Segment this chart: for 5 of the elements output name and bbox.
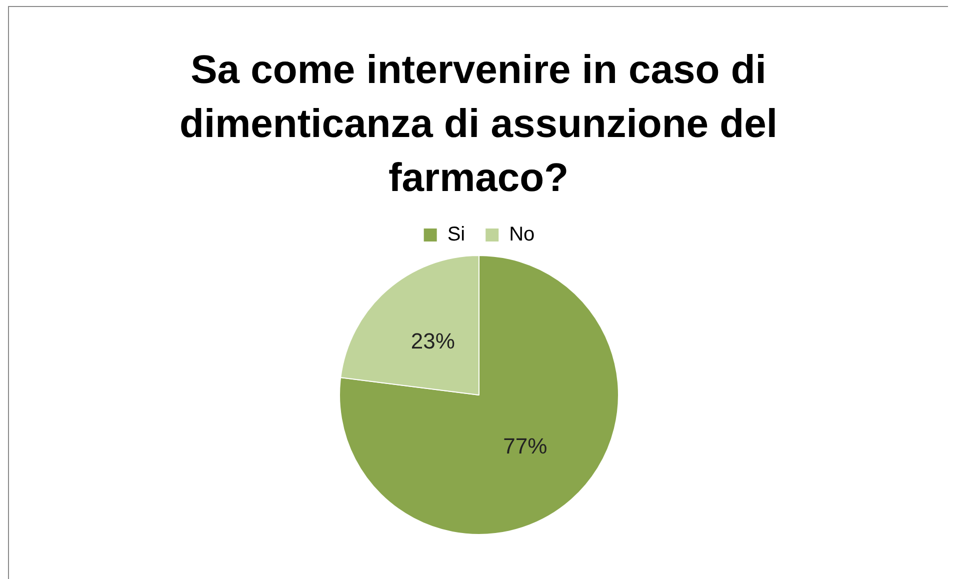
chart-title: Sa come intervenire in caso di dimenticanza di assunzione del farmaco?	[178, 47, 778, 202]
data-label: 77%	[502, 433, 547, 458]
legend-label: Si	[446, 224, 465, 246]
legend-label: No	[508, 224, 534, 246]
data-label: 23%	[410, 328, 454, 354]
